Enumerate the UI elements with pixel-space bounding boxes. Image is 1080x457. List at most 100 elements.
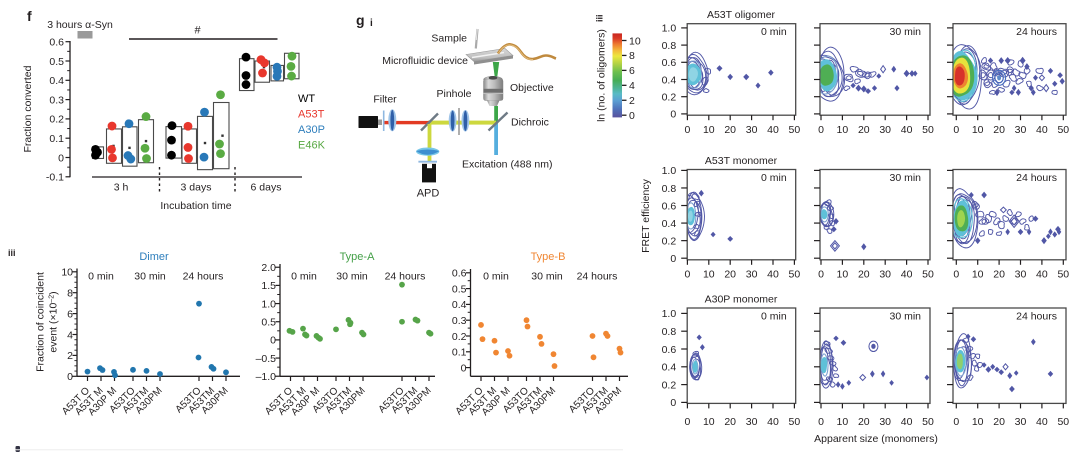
svg-text:50: 50 (922, 269, 934, 281)
svg-text:g: g (356, 12, 365, 28)
svg-text:ln (no. of oligomers): ln (no. of oligomers) (596, 29, 608, 122)
svg-text:1.0: 1.0 (261, 298, 276, 310)
svg-text:Sample: Sample (431, 33, 467, 45)
svg-text:30 min: 30 min (889, 172, 921, 184)
svg-text:6: 6 (629, 65, 635, 77)
svg-text:0.8: 0.8 (662, 326, 677, 338)
svg-text:40: 40 (1036, 416, 1048, 428)
svg-text:20: 20 (858, 124, 870, 136)
svg-text:10: 10 (703, 416, 715, 428)
svg-text:0 min: 0 min (291, 271, 317, 283)
svg-text:10: 10 (837, 124, 849, 136)
svg-text:0.2: 0.2 (662, 92, 677, 104)
svg-text:A53T: A53T (298, 109, 325, 121)
svg-text:Fraction converted: Fraction converted (22, 65, 34, 152)
svg-text:0: 0 (670, 253, 676, 265)
svg-text:20: 20 (858, 269, 870, 281)
svg-text:0 min: 0 min (88, 271, 114, 283)
svg-text:0: 0 (818, 416, 824, 428)
svg-text:E46K: E46K (298, 140, 326, 152)
svg-text:Incubation time: Incubation time (160, 200, 231, 212)
svg-text:–1.0: –1.0 (256, 371, 277, 383)
svg-text:Type-B: Type-B (531, 251, 566, 263)
svg-text:10: 10 (61, 267, 73, 279)
svg-text:50: 50 (1057, 124, 1069, 136)
svg-text:0.6: 0.6 (662, 57, 677, 69)
svg-text:iii: iii (8, 248, 16, 258)
svg-text:30: 30 (746, 269, 758, 281)
svg-text:30: 30 (746, 124, 758, 136)
svg-text:20: 20 (993, 416, 1005, 428)
svg-text:0.4: 0.4 (452, 299, 467, 311)
svg-text:4: 4 (629, 80, 635, 92)
svg-text:0.8: 0.8 (662, 183, 677, 195)
svg-text:Pinhole: Pinhole (436, 88, 471, 100)
svg-text:3 h: 3 h (114, 182, 129, 194)
svg-text:20: 20 (993, 124, 1005, 136)
svg-text:0 min: 0 min (761, 172, 787, 184)
svg-text:–0.5: –0.5 (256, 353, 277, 365)
svg-text:FRET efficiency: FRET efficiency (640, 178, 652, 252)
svg-text:0.6: 0.6 (662, 200, 677, 212)
svg-text:Apparent size (monomers): Apparent size (monomers) (814, 433, 938, 445)
svg-text:Fraction of coincident: Fraction of coincident (35, 272, 47, 372)
svg-text:20: 20 (724, 416, 736, 428)
svg-text:10: 10 (972, 416, 984, 428)
svg-text:Objective: Objective (510, 82, 554, 94)
svg-text:0: 0 (953, 124, 959, 136)
svg-text:40: 40 (767, 416, 779, 428)
svg-text:#: # (194, 25, 201, 37)
svg-text:30: 30 (1015, 124, 1027, 136)
svg-text:2.0: 2.0 (261, 262, 276, 274)
svg-text:50: 50 (922, 124, 934, 136)
svg-text:iii: iii (595, 14, 605, 22)
svg-text:8: 8 (67, 288, 73, 300)
svg-text:0.1: 0.1 (452, 347, 467, 359)
svg-text:A53T monomer: A53T monomer (705, 155, 778, 167)
svg-text:30: 30 (1015, 416, 1027, 428)
svg-text:0.1: 0.1 (49, 133, 64, 145)
svg-text:0 min: 0 min (483, 271, 509, 283)
svg-text:2: 2 (67, 350, 73, 362)
svg-text:0: 0 (818, 124, 824, 136)
svg-text:0.5: 0.5 (49, 56, 64, 68)
svg-text:50: 50 (1057, 269, 1069, 281)
svg-text:20: 20 (858, 416, 870, 428)
svg-text:24 hours: 24 hours (577, 271, 618, 283)
svg-text:6: 6 (67, 308, 73, 320)
svg-text:40: 40 (1036, 269, 1048, 281)
svg-text:24 hours: 24 hours (1016, 26, 1057, 38)
svg-text:0.8: 0.8 (662, 40, 677, 52)
svg-text:0: 0 (953, 269, 959, 281)
svg-text:50: 50 (789, 124, 801, 136)
svg-text:40: 40 (767, 269, 779, 281)
svg-text:20: 20 (724, 124, 736, 136)
svg-text:0: 0 (684, 416, 690, 428)
svg-text:0: 0 (461, 362, 467, 374)
svg-text:0.6: 0.6 (452, 268, 467, 280)
svg-text:A30P: A30P (298, 124, 325, 136)
svg-text:0.6: 0.6 (49, 37, 64, 49)
svg-text:Microfluidic device: Microfluidic device (382, 55, 468, 67)
svg-text:1.0: 1.0 (662, 23, 677, 35)
svg-text:Type-A: Type-A (340, 251, 376, 263)
svg-text:0 min: 0 min (761, 311, 787, 323)
svg-text:20: 20 (993, 269, 1005, 281)
svg-text:0.4: 0.4 (662, 74, 677, 86)
svg-text:30 min: 30 min (889, 311, 921, 323)
svg-text:0.5: 0.5 (452, 283, 467, 295)
svg-text:30 min: 30 min (336, 271, 368, 283)
svg-text:0: 0 (629, 110, 635, 122)
svg-text:10: 10 (703, 124, 715, 136)
svg-text:24 hours: 24 hours (183, 271, 224, 283)
svg-text:10: 10 (972, 269, 984, 281)
svg-text:0.5: 0.5 (261, 317, 276, 329)
svg-text:f: f (27, 8, 32, 24)
svg-text:0.6: 0.6 (662, 344, 677, 356)
svg-text:40: 40 (1036, 124, 1048, 136)
svg-text:50: 50 (922, 416, 934, 428)
svg-text:0: 0 (270, 335, 276, 347)
svg-text:0.2: 0.2 (662, 379, 677, 391)
svg-text:24 hours: 24 hours (1016, 311, 1057, 323)
svg-text:40: 40 (901, 269, 913, 281)
